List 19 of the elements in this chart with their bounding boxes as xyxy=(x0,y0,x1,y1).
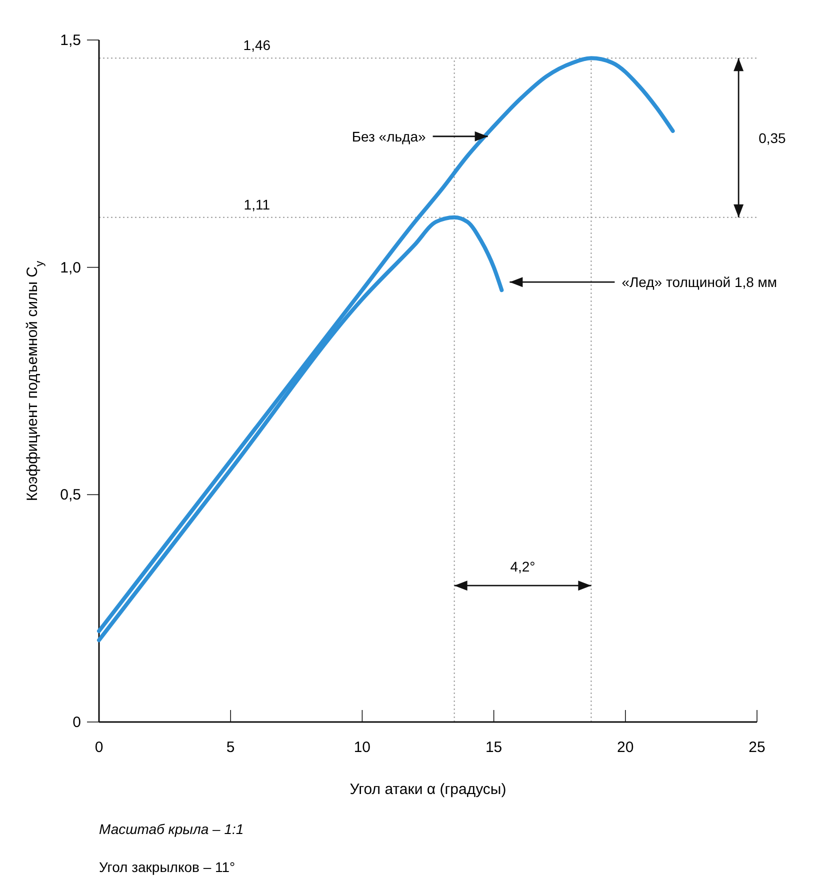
x-tick-label: 15 xyxy=(485,739,502,756)
x-tick-label: 5 xyxy=(226,739,235,756)
y-tick-label: 0 xyxy=(72,714,81,731)
y-tick-label: 1,5 xyxy=(60,32,81,49)
annotation: 4,2° xyxy=(510,558,536,575)
ref-line-label: 1,11 xyxy=(244,196,270,212)
x-tick-label: 0 xyxy=(94,739,104,756)
y-tick-label: 1,0 xyxy=(60,259,81,276)
text: Угол закрылков – 11° xyxy=(99,859,236,875)
ref-line-label: 1,46 xyxy=(243,37,271,54)
x-tick-label: 20 xyxy=(617,739,634,756)
x-tick-label: 25 xyxy=(748,739,766,756)
text: 0,35 xyxy=(758,130,786,146)
y-tick-label: 0,5 xyxy=(60,486,81,504)
text: Без «льда» xyxy=(352,128,426,144)
x-axis-title: Угол атаки α (градусы) xyxy=(350,781,506,798)
text: Масштаб крыла – 1:1 xyxy=(99,821,244,837)
text: «Лед» толщиной 1,8 мм xyxy=(622,274,778,290)
x-tick-label: 10 xyxy=(354,739,371,756)
